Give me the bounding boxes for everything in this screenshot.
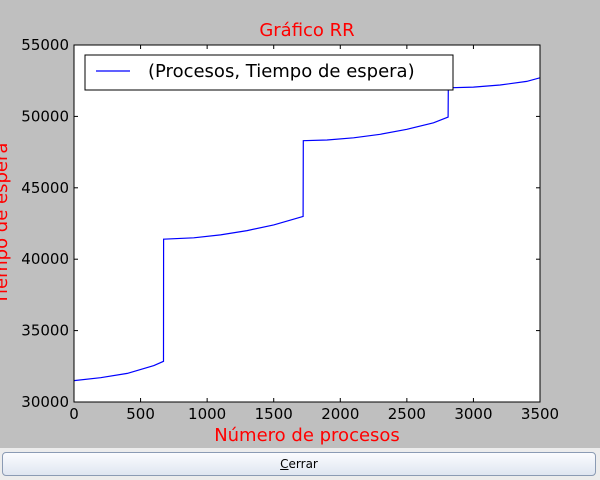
y-tick-label: 45000 <box>21 179 69 197</box>
plot-frame <box>73 44 541 403</box>
y-tick-label: 50000 <box>21 107 69 125</box>
chart-area: 0 500 1000 1500 2000 2500 3000 3500 30000 35000 40… <box>0 20 559 446</box>
plot-background <box>74 45 540 402</box>
y-axis-label: Tiempo de espera <box>0 143 12 306</box>
x-tick-label: 2500 <box>388 405 426 423</box>
chart-title: Gráfico RR <box>259 20 354 41</box>
series-line-0 <box>74 77 540 382</box>
legend-label: (Procesos, Tiempo de espera) <box>148 61 415 82</box>
y-tick-label: 40000 <box>21 250 69 268</box>
close-button-mnemonic: C <box>280 457 289 471</box>
y-tick-label: 35000 <box>21 322 69 340</box>
x-tick-label: 3500 <box>521 405 559 423</box>
y-tick-label: 55000 <box>21 36 69 54</box>
chart-svg: 0 500 1000 1500 2000 2500 3000 3500 30000 35000 40… <box>0 20 559 446</box>
x-axis-label: Número de procesos <box>214 425 400 446</box>
x-tick-label: 0 <box>69 405 79 423</box>
legend-box <box>84 54 454 91</box>
close-button-label: errar <box>288 457 318 471</box>
x-tick-label: 500 <box>126 405 155 423</box>
x-tick-label: 1000 <box>188 405 226 423</box>
x-tick-label: 3000 <box>454 405 492 423</box>
y-tick-label: 30000 <box>21 393 69 411</box>
legend: (Procesos, Tiempo de espera) <box>84 54 454 91</box>
x-tick-label: 1500 <box>255 405 293 423</box>
x-tick-label: 2000 <box>321 405 359 423</box>
